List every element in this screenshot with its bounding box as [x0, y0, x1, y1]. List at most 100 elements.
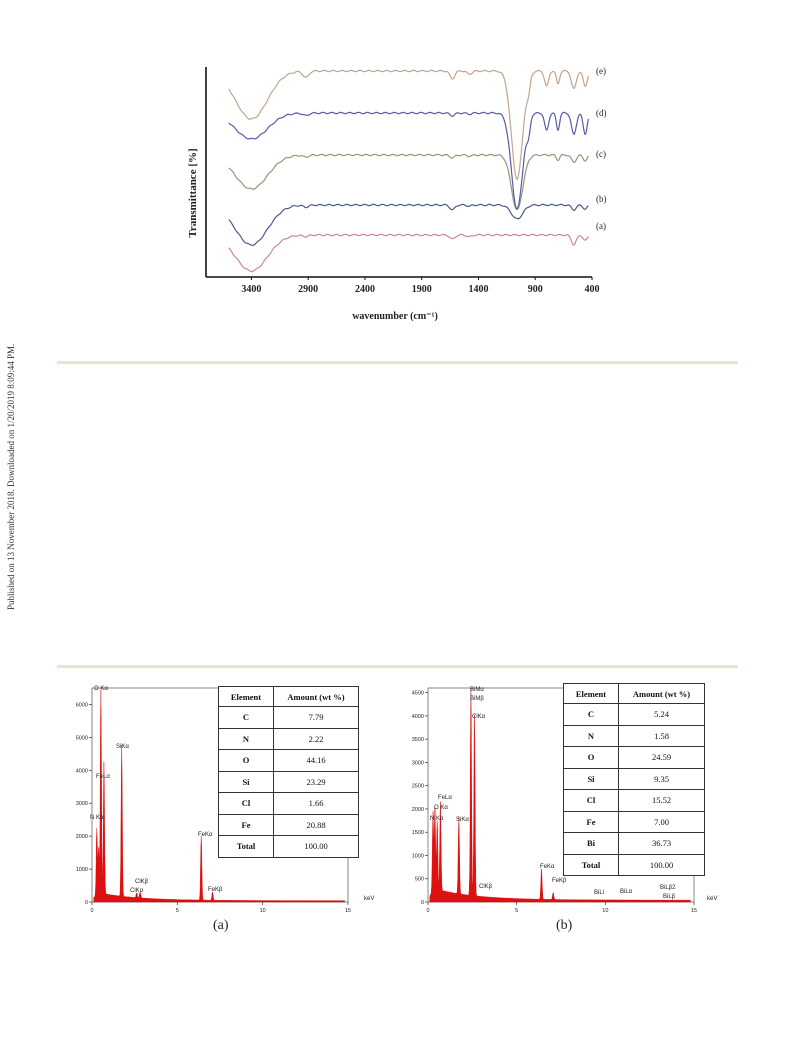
- y-tick-label: 4000: [412, 714, 424, 720]
- eds-chart-b: keV 0 500 1000 1500 2000 2500 3000 3500 4000 4500…: [412, 687, 718, 914]
- figure-label-b: (b): [556, 918, 573, 933]
- table-header-element: Element: [218, 686, 274, 707]
- peak-label: O Kα: [434, 805, 448, 811]
- y-tick-label: 2000: [412, 807, 424, 813]
- element-cell: C: [563, 703, 619, 726]
- y-tick-label: 3000: [76, 801, 88, 807]
- figure-label-a: (a): [213, 918, 229, 933]
- y-tick-label: 4000: [76, 768, 88, 774]
- table-header-amount: Amount (wt %): [618, 683, 705, 704]
- table-row: Fe 20.88: [218, 813, 359, 836]
- amount-cell: 20.88: [273, 813, 359, 836]
- amount-cell: 1.58: [618, 724, 705, 747]
- element-cell: Si: [563, 767, 619, 790]
- amount-cell: 1.66: [273, 792, 359, 815]
- element-cell: C: [218, 706, 274, 729]
- y-tick-label: 1500: [412, 830, 424, 836]
- element-cell: O: [563, 746, 619, 769]
- x-tick-label: 10: [260, 908, 266, 914]
- ftir-x-axis-label: wavenumber (cm⁻¹): [352, 311, 438, 322]
- peak-label: FeKα: [198, 832, 213, 838]
- peak-label: FeLα: [96, 774, 110, 780]
- element-cell: Bi: [563, 832, 619, 855]
- table-row: Cl 15.52: [563, 789, 705, 812]
- x-tick-label: 0: [90, 908, 93, 914]
- eds-spectrum-fill: [429, 687, 691, 903]
- peak-label: FeLα: [438, 795, 452, 801]
- element-cell: O: [218, 749, 274, 772]
- x-tick-label: 5: [515, 908, 518, 914]
- amount-cell: 7.00: [618, 810, 705, 833]
- y-tick-label: 5000: [76, 735, 88, 741]
- element-cell: N: [218, 727, 274, 750]
- element-cell: Cl: [218, 792, 274, 815]
- element-cell: Fe: [563, 810, 619, 833]
- amount-cell: 24.59: [618, 746, 705, 769]
- peak-label: ClKβ: [135, 879, 149, 885]
- x-tick-label: 3400: [241, 284, 261, 295]
- peak-label: N Kα: [430, 816, 444, 822]
- eds-table-b: Element Amount (wt %) C 5.24 N 1.58 O 24.59 Si…: [563, 683, 705, 876]
- eds-b-x-unit: keV: [707, 896, 717, 902]
- y-tick-label: 0: [85, 900, 88, 906]
- x-tick-label: 5: [176, 908, 179, 914]
- ftir-series-line: [228, 203, 589, 247]
- eds-chart-a: keV 0 1000 2000 3000 4000 5000 6000 0 5 10 15 O Kα F…: [76, 686, 375, 914]
- table-row: C 5.24: [563, 703, 705, 726]
- table-row: Si 9.35: [563, 767, 705, 790]
- eds-spectrum-fill: [93, 689, 345, 903]
- ftir-series-line: [228, 153, 589, 211]
- ftir-chart: Transmittance [%] wavenumber (cm⁻¹) 3400…: [187, 66, 607, 322]
- y-tick-label: 1000: [412, 853, 424, 859]
- ftir-series-label: (d): [596, 108, 607, 118]
- peak-label: ClKα: [472, 714, 486, 720]
- table-row: C 7.79: [218, 706, 359, 729]
- section-divider: [57, 665, 738, 668]
- element-cell: Fe: [218, 813, 274, 836]
- amount-cell: 9.35: [618, 767, 705, 790]
- amount-cell: 36.73: [618, 832, 705, 855]
- peak-label: ClKα: [130, 888, 144, 894]
- peak-label: BiMβ: [470, 696, 484, 702]
- y-tick-label: 3500: [412, 737, 424, 743]
- amount-cell: 100.00: [618, 853, 705, 876]
- x-tick-label: 15: [691, 908, 697, 914]
- table-row: O 44.16: [218, 749, 359, 772]
- ftir-series-label: (c): [596, 149, 606, 159]
- x-tick-label: 15: [345, 908, 351, 914]
- x-tick-label: 2900: [298, 284, 318, 295]
- y-tick-label: 2000: [76, 834, 88, 840]
- peak-label: BiLβ2: [660, 885, 676, 891]
- element-cell: Si: [218, 770, 274, 793]
- element-cell: Total: [563, 853, 619, 876]
- peak-label: BiLα: [620, 889, 633, 895]
- y-tick-label: 2500: [412, 784, 424, 790]
- peak-label: BiMα: [470, 687, 484, 693]
- table-row: Cl 1.66: [218, 792, 359, 815]
- eds-a-x-unit: keV: [364, 896, 374, 902]
- ftir-series-label: (a): [596, 221, 606, 231]
- peak-label: FeKα: [540, 864, 555, 870]
- peak-label: ClKβ: [479, 884, 493, 890]
- peak-label: FeKβ: [208, 887, 223, 893]
- amount-cell: 44.16: [273, 749, 359, 772]
- eds-spectrum-a: keV 0 1000 2000 3000 4000 5000 6000 0 5 10 15 O Kα F…: [68, 682, 378, 922]
- table-header-element: Element: [563, 683, 619, 704]
- amount-cell: 100.00: [273, 835, 359, 858]
- peak-label: BiLβ: [663, 894, 676, 900]
- x-tick-label: 1400: [468, 284, 488, 295]
- table-row: O 24.59: [563, 746, 705, 769]
- x-tick-label: 2400: [355, 284, 375, 295]
- table-row: Bi 36.73: [563, 832, 705, 855]
- section-divider: [57, 361, 738, 364]
- ftir-y-axis-label: Transmittance [%]: [187, 148, 199, 237]
- y-tick-label: 0: [421, 900, 424, 906]
- ftir-series-line: [228, 111, 589, 210]
- y-tick-label: 3000: [412, 760, 424, 766]
- peak-label: N Kα: [90, 815, 104, 821]
- ftir-series-line: [228, 233, 589, 273]
- eds-table-a: Element Amount (wt %) C 7.79 N 2.22 O 44.16 Si…: [218, 686, 359, 858]
- table-header-amount: Amount (wt %): [273, 686, 359, 707]
- ftir-series-label: (e): [596, 66, 606, 76]
- table-row: Total 100.00: [563, 853, 705, 876]
